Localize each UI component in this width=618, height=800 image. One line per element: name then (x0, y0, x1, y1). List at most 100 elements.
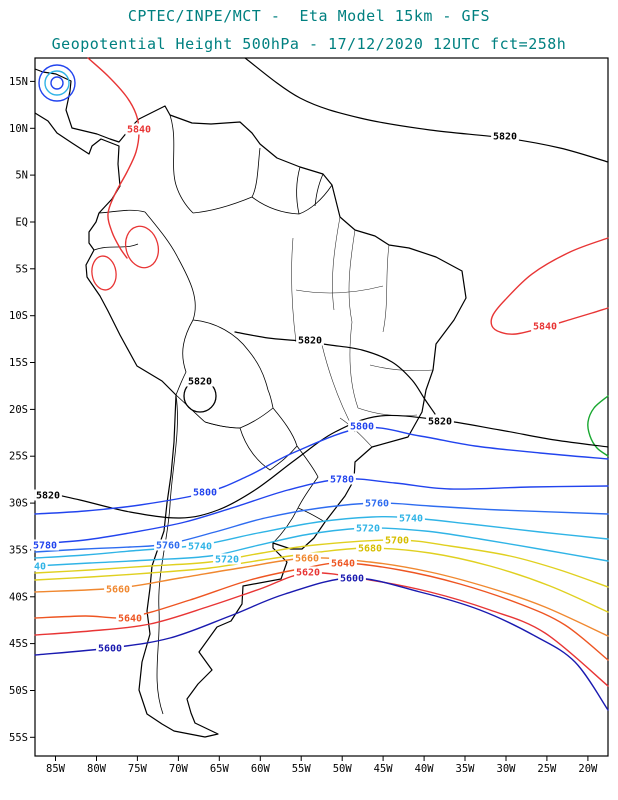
contour-label-bg (426, 415, 454, 427)
contour-label: 5800 (350, 422, 374, 433)
contour-label: 5600 (340, 574, 364, 585)
country-border (144, 211, 179, 259)
state-border (382, 244, 390, 333)
contour-line-5800 (34, 426, 609, 515)
lat-label: 10S (9, 310, 28, 322)
contour-label: 5680 (358, 544, 382, 555)
contour-label-bg (294, 566, 322, 578)
lon-label: 30W (497, 763, 517, 775)
contour-label-bg (213, 553, 241, 565)
contour-label: 5840 (533, 322, 557, 333)
contour-label-bg (125, 123, 153, 135)
contour-label: 5820 (298, 336, 322, 347)
contour-label: 5840 (127, 125, 151, 136)
contour-label: 5640 (331, 559, 355, 570)
lat-label: 5N (15, 170, 28, 182)
country-border (169, 114, 194, 214)
country-border (251, 184, 333, 215)
lat-label: 55S (9, 732, 28, 744)
contour-label-bg (96, 642, 124, 654)
contour-label-bg (186, 540, 214, 552)
contour-label-bg (31, 539, 59, 551)
contour-label: 5620 (296, 568, 320, 579)
contour-label-bg (329, 557, 357, 569)
country-border (297, 507, 326, 523)
contour-label: 5600 (98, 644, 122, 655)
lon-label: 75W (128, 763, 148, 775)
contour-label: 5820 (428, 417, 452, 428)
state-border (357, 407, 418, 417)
lat-label: 20S (9, 404, 28, 416)
contour-label: 5740 (188, 542, 212, 553)
contour-line-5840 (87, 57, 140, 259)
contour-line-5740 (34, 515, 609, 559)
contour-label: 5720 (356, 524, 380, 535)
contour-line-5720 (34, 527, 609, 567)
contour-label: 5740 (399, 514, 423, 525)
country-border (272, 407, 298, 447)
contour-line-5680 (34, 547, 609, 613)
lon-label: 40W (415, 763, 435, 775)
country-border (272, 445, 319, 544)
lat-label: 35S (9, 544, 28, 556)
contour-label-bg (296, 334, 324, 346)
contour-label-bg (383, 534, 411, 546)
chart-title-line2: Geopotential Height 500hPa - 17/12/2020 … (51, 35, 567, 53)
contour-label-bg (397, 512, 425, 524)
contour-label-bg (104, 583, 132, 595)
lon-label: 65W (210, 763, 230, 775)
coastline (34, 68, 467, 738)
state-border (349, 321, 359, 409)
lat-label: 10N (9, 123, 28, 135)
state-border (348, 229, 356, 323)
contour-line-5780 (34, 478, 609, 545)
contour-label-bg (328, 473, 356, 485)
contour-line-5820 (234, 331, 436, 415)
lon-label: 85W (46, 763, 66, 775)
state-border (332, 216, 341, 311)
contour-line-5760 (34, 502, 609, 553)
contour-label-bg (531, 320, 559, 332)
contour-label: 5820 (36, 491, 60, 502)
contour-line-5820 (244, 57, 609, 163)
country-border (296, 166, 301, 215)
contour-ring (44, 70, 70, 96)
country-border (192, 319, 274, 409)
lon-label: 80W (87, 763, 107, 775)
lat-label: 15N (9, 76, 28, 88)
lat-label: EQ (15, 217, 28, 229)
contour-label: 5660 (295, 554, 319, 565)
contour-label-bg (363, 497, 391, 509)
contour-label-bg (116, 612, 144, 624)
contour-label-bg (293, 552, 321, 564)
lat-label: 5S (15, 263, 28, 275)
closed-contour-5840 (124, 225, 160, 269)
contour-line-unlabeled (587, 395, 609, 457)
country-border (204, 421, 241, 429)
contour-label: 5820 (188, 377, 212, 388)
contour-label: 5800 (193, 488, 217, 499)
lon-label: 50W (333, 763, 353, 775)
lon-label: 35W (456, 763, 476, 775)
contour-label: 5720 (215, 555, 239, 566)
contour-label-bg (356, 542, 384, 554)
country-border (175, 319, 194, 396)
map-frame (34, 57, 609, 757)
lat-label: 40S (9, 591, 28, 603)
country-border (192, 147, 261, 214)
lon-label: 70W (169, 763, 189, 775)
lat-label: 50S (9, 685, 28, 697)
contour-label-bg (338, 572, 366, 584)
contour-line-5820 (34, 414, 609, 519)
contour-label-bg (354, 522, 382, 534)
contour-label-bg (348, 420, 376, 432)
contour-label-bg (154, 539, 182, 551)
country-border (93, 243, 139, 251)
contour-label: 5760 (156, 541, 180, 552)
contour-label: 5780 (330, 475, 354, 486)
contour-line-5700 (34, 539, 609, 588)
contour-label-bg (191, 486, 219, 498)
chart-title-line1: CPTEC/INPE/MCT - Eta Model 15km - GFS (127, 7, 491, 25)
